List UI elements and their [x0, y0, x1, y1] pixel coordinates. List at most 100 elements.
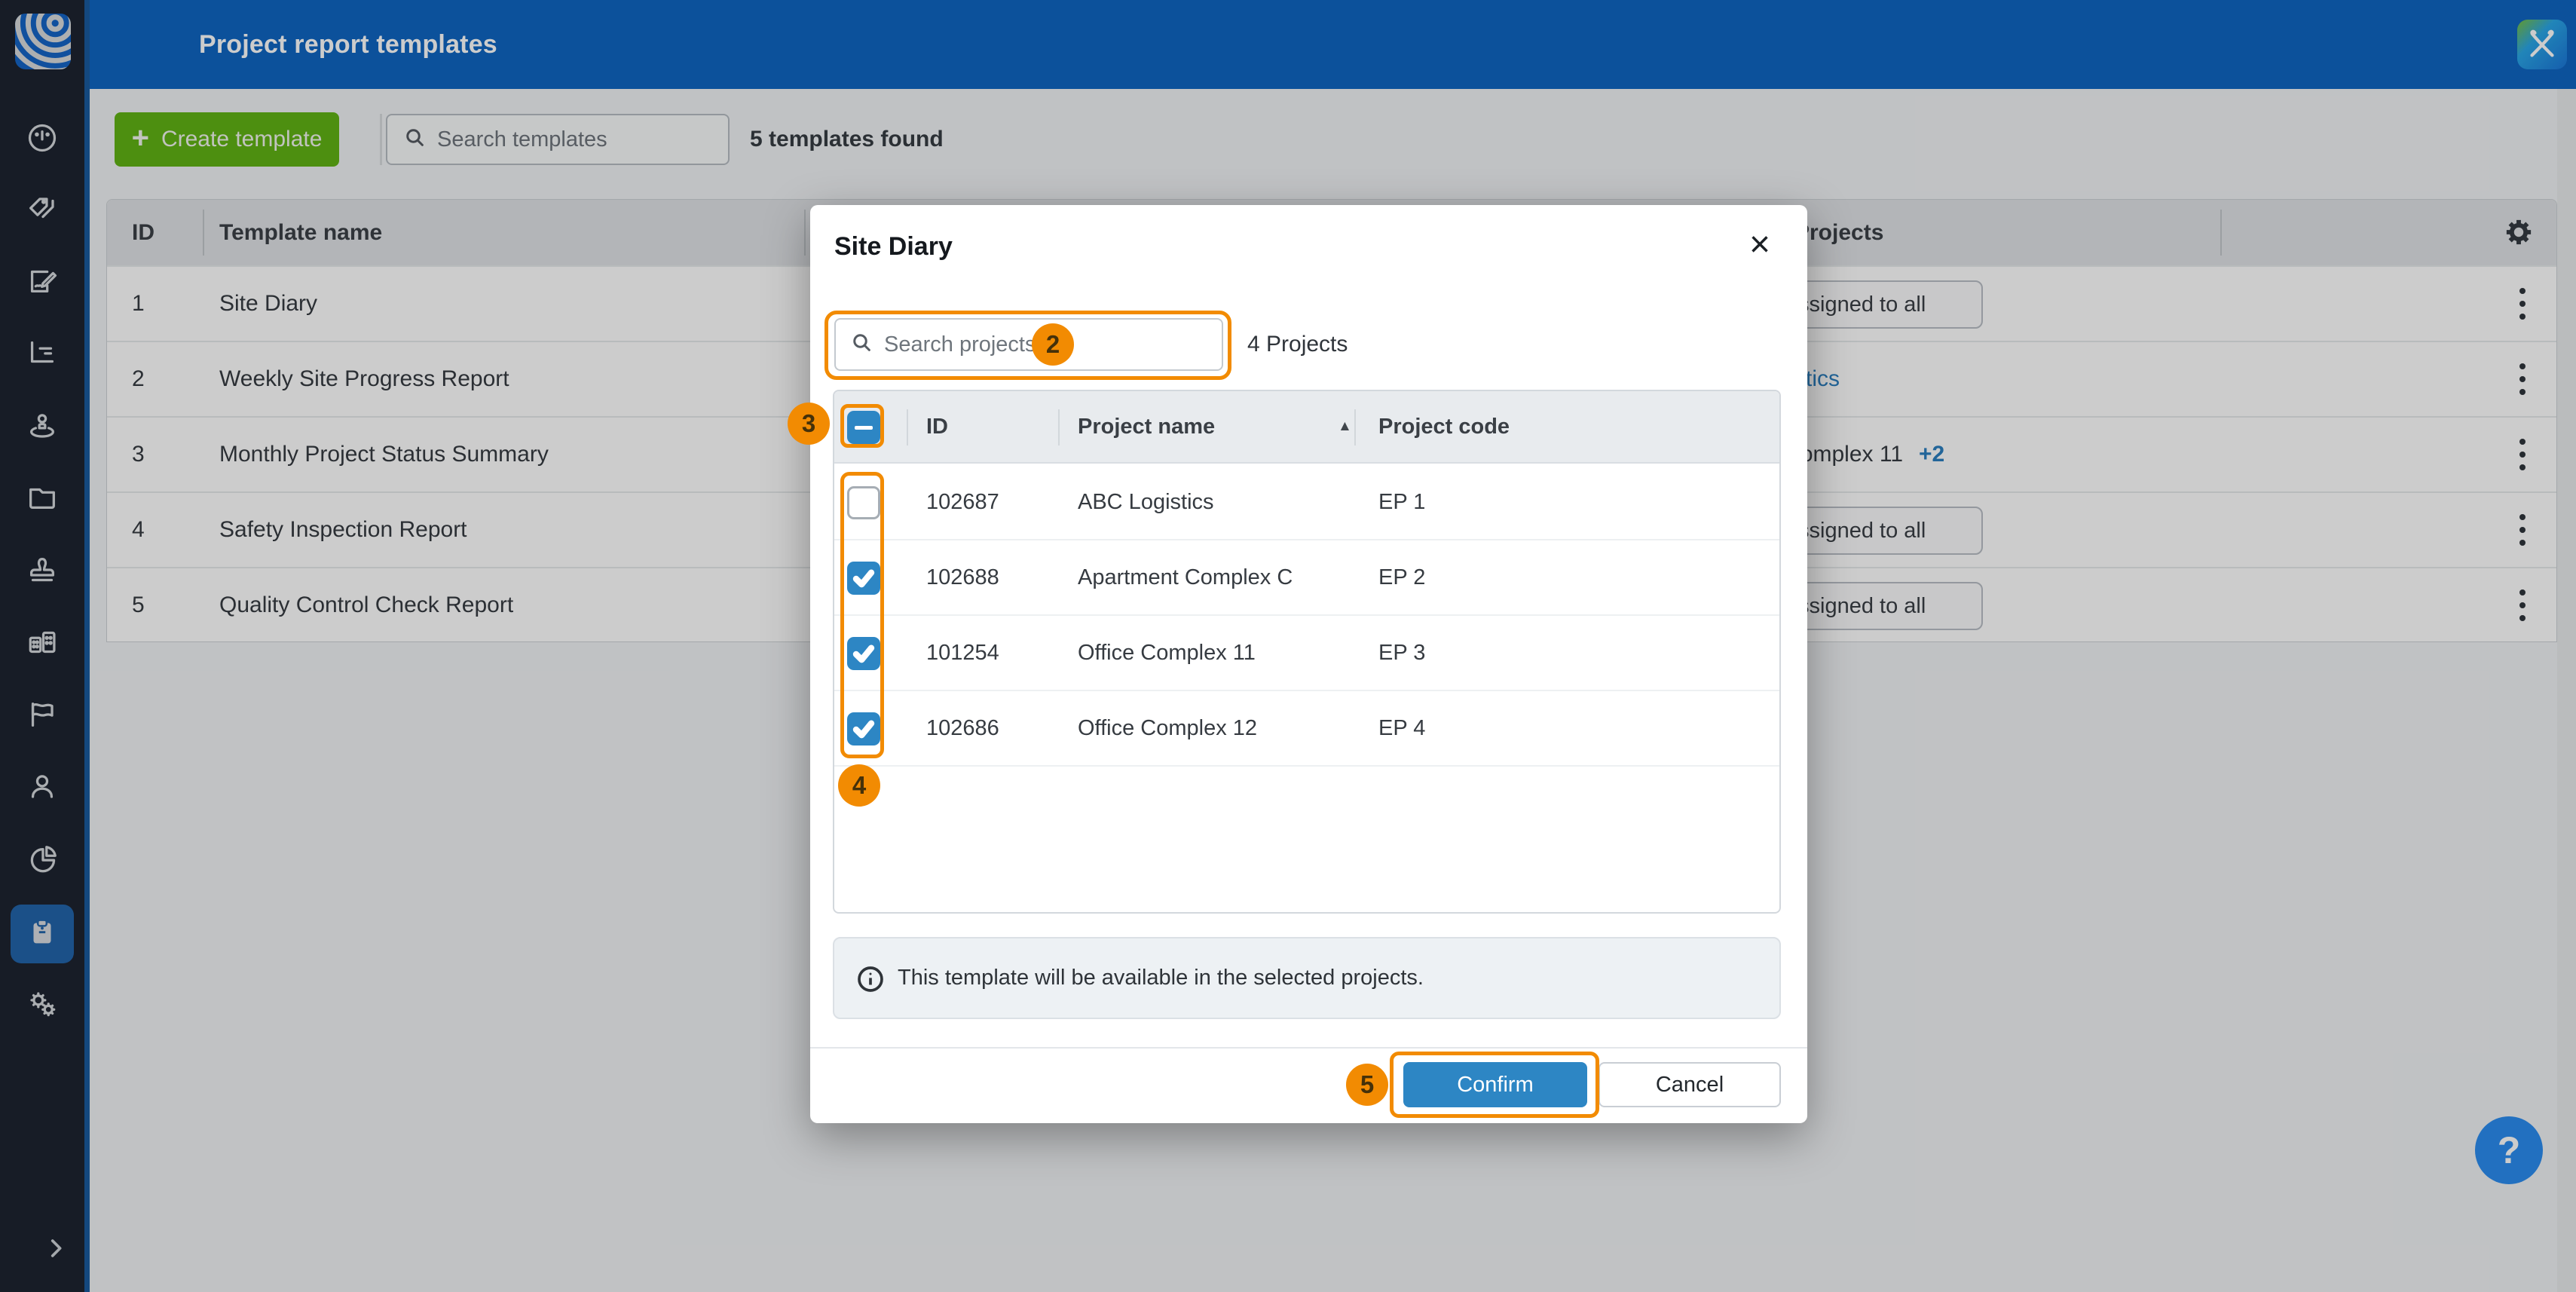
- project-name: Office Complex 12: [1078, 715, 1258, 740]
- templates-count-text: 5 templates found: [750, 127, 944, 152]
- dashboard-icon[interactable]: [21, 117, 63, 159]
- kebab-menu-icon[interactable]: [2513, 267, 2532, 341]
- row-template-name: Site Diary: [219, 291, 318, 316]
- clipboard-icon[interactable]: [21, 911, 63, 953]
- column-divider: [1058, 409, 1060, 445]
- sort-ascending-icon[interactable]: ▲: [1338, 418, 1352, 434]
- project-name: Apartment Complex C: [1078, 565, 1293, 589]
- column-divider: [203, 210, 204, 256]
- project-id: 102687: [926, 489, 999, 514]
- stamp-icon[interactable]: [21, 550, 63, 592]
- row-template-name: Monthly Project Status Summary: [219, 442, 549, 467]
- gears-icon[interactable]: [21, 983, 63, 1025]
- page-title: Project report templates: [199, 29, 497, 59]
- row-id: 4: [132, 517, 145, 542]
- row-checkbox[interactable]: [847, 562, 880, 595]
- project-id: 102688: [926, 565, 999, 589]
- column-header-project-code[interactable]: Project code: [1378, 414, 1510, 439]
- pie-chart-icon[interactable]: [21, 838, 63, 880]
- column-header-projects[interactable]: Projects: [1794, 219, 1884, 245]
- annotation-badge-5: 5: [1346, 1064, 1388, 1106]
- toolbar-divider: [380, 114, 382, 165]
- project-row[interactable]: 102688 Apartment Complex C EP 2: [834, 540, 1779, 616]
- form-pen-icon[interactable]: [21, 260, 63, 302]
- confirm-button[interactable]: Confirm: [1403, 1062, 1587, 1107]
- annotation-badge-4: 4: [838, 764, 880, 807]
- close-icon[interactable]: ×: [1748, 224, 1771, 265]
- plus-icon: +: [131, 121, 149, 155]
- column-divider: [2220, 210, 2222, 256]
- project-name: Office Complex 11: [1078, 640, 1256, 665]
- search-icon: [851, 332, 873, 358]
- search-templates-box: [386, 114, 730, 165]
- sidebar-collapse-chevron-icon[interactable]: [33, 1229, 78, 1268]
- project-id: 102686: [926, 715, 999, 740]
- app-switcher-icon[interactable]: [2517, 20, 2567, 69]
- row-id: 5: [132, 592, 145, 617]
- gear-icon[interactable]: [2502, 216, 2535, 249]
- create-template-button[interactable]: + Create template: [115, 112, 339, 167]
- person-pin-icon[interactable]: [21, 405, 63, 447]
- projects-table: ID Project name ▲ Project code 102687 AB…: [833, 390, 1781, 914]
- help-button[interactable]: ?: [2475, 1116, 2543, 1184]
- kebab-menu-icon[interactable]: [2513, 418, 2532, 491]
- ripple-logo[interactable]: [15, 14, 71, 69]
- column-header-id[interactable]: ID: [926, 414, 948, 439]
- row-id: 1: [132, 291, 145, 316]
- annotation-badge-2: 2: [1032, 323, 1074, 366]
- row-checkbox[interactable]: [847, 486, 880, 519]
- column-header-project-name[interactable]: Project name: [1078, 414, 1216, 439]
- footer-divider: [810, 1047, 1807, 1049]
- project-code: EP 3: [1378, 640, 1426, 665]
- row-checkbox[interactable]: [847, 712, 880, 746]
- project-code: EP 4: [1378, 715, 1426, 740]
- search-icon: [404, 127, 427, 153]
- sidebar-accent-strip: [84, 0, 90, 1292]
- row-checkbox[interactable]: [847, 637, 880, 670]
- chart-icon[interactable]: [21, 331, 63, 373]
- column-divider: [804, 210, 806, 256]
- projects-count-text: 4 Projects: [1247, 332, 1348, 357]
- top-header-bar: Project report templates: [84, 0, 2576, 89]
- info-banner: This template will be available in the s…: [833, 937, 1781, 1019]
- flag-icon[interactable]: [21, 693, 63, 736]
- kebab-menu-icon[interactable]: [2513, 493, 2532, 567]
- project-code: EP 2: [1378, 565, 1426, 589]
- project-row[interactable]: 102686 Office Complex 12 EP 4: [834, 691, 1779, 767]
- row-template-name: Weekly Site Progress Report: [219, 366, 509, 391]
- column-divider: [907, 409, 908, 445]
- scrollbar-track[interactable]: [2557, 89, 2576, 1292]
- site-diary-modal: Site Diary × 4 Projects ID Project name …: [788, 205, 1807, 1123]
- annotation-badge-3: 3: [788, 403, 830, 445]
- project-code: EP 1: [1378, 489, 1426, 514]
- projects-table-header: ID Project name ▲ Project code: [834, 391, 1779, 464]
- search-projects-input[interactable]: [884, 332, 1144, 357]
- info-text: This template will be available in the s…: [898, 966, 1424, 990]
- project-name: ABC Logistics: [1078, 489, 1214, 514]
- folder-icon[interactable]: [21, 476, 63, 519]
- project-id: 101254: [926, 640, 999, 665]
- kebab-menu-icon[interactable]: [2513, 568, 2532, 641]
- cancel-button[interactable]: Cancel: [1599, 1062, 1781, 1107]
- row-template-name: Safety Inspection Report: [219, 517, 467, 542]
- buildings-icon[interactable]: [21, 621, 63, 663]
- search-templates-input[interactable]: [437, 127, 664, 152]
- modal-title: Site Diary: [834, 232, 953, 261]
- column-divider: [1354, 409, 1356, 445]
- project-row[interactable]: 101254 Office Complex 11 EP 3: [834, 616, 1779, 691]
- row-id: 3: [132, 442, 145, 467]
- tags-icon[interactable]: [21, 188, 63, 230]
- project-row[interactable]: 102687 ABC Logistics EP 1: [834, 465, 1779, 540]
- column-header-id[interactable]: ID: [132, 219, 154, 245]
- kebab-menu-icon[interactable]: [2513, 342, 2532, 416]
- select-all-checkbox[interactable]: [847, 411, 880, 444]
- column-header-template-name[interactable]: Template name: [219, 219, 383, 245]
- row-id: 2: [132, 366, 145, 391]
- sidebar: [0, 0, 84, 1292]
- person-icon[interactable]: [21, 766, 63, 808]
- row-template-name: Quality Control Check Report: [219, 592, 514, 617]
- more-projects-link[interactable]: +2: [1919, 442, 1945, 467]
- info-icon: [855, 964, 886, 994]
- search-projects-box: [834, 318, 1223, 371]
